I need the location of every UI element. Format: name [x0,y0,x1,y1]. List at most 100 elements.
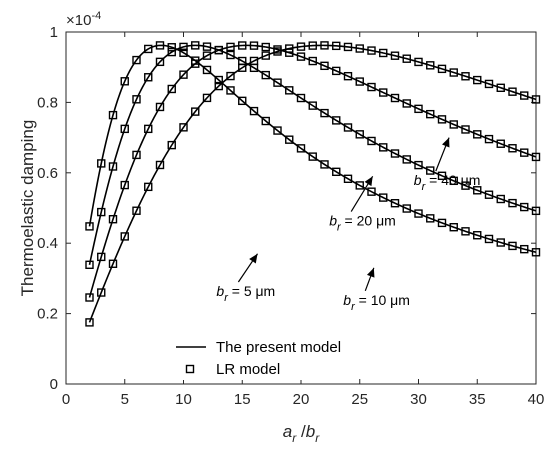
lr-marker-0 [473,231,482,240]
lr-marker-0 [214,75,223,85]
lr-marker-3 [320,41,329,50]
lr-marker-1 [367,136,376,146]
lr-marker-0 [308,152,317,161]
lr-marker-3 [167,140,176,150]
lr-marker-3 [355,44,364,53]
y-axis-label: Thermoelastic damping [18,120,37,297]
lr-marker-3 [214,81,223,91]
lr-marker-2 [484,134,494,144]
axis-ticks: 0 5 10 15 20 25 30 35 40 0 0.2 0.4 0.6 0.8 1 [37,24,544,408]
lr-marker-2 [191,59,200,68]
lr-marker-3 [414,57,423,67]
lr-marker-0 [273,126,282,135]
lr-marker-2 [508,144,517,153]
lr-marker-0 [238,96,247,106]
lr-marker-0 [343,174,353,184]
lr-marker-2 [226,42,235,52]
annotation-arrowhead-2 [364,176,373,187]
lr-marker-3 [273,47,282,56]
y-exponent-label: ×10-4 [66,10,101,29]
lr-marker-0 [496,238,505,247]
lr-marker-0 [155,41,165,50]
lr-marker-1 [191,41,200,50]
lr-marker-3 [484,79,494,89]
lr-marker-2 [473,130,482,139]
lr-marker-1 [261,70,270,80]
lr-marker-3 [332,41,341,51]
lr-marker-1 [120,124,129,134]
x-tick-label: 10 [175,391,192,408]
lr-marker-2 [320,61,329,71]
lr-marker-1 [414,160,423,170]
lr-marker-1 [426,166,435,175]
lr-marker-2 [414,104,423,114]
lr-marker-0 [484,234,494,244]
lr-marker-2 [202,51,212,60]
lr-marker-3 [426,61,435,70]
legend-square-sample [185,364,195,374]
lr-marker-1 [132,95,141,104]
lr-marker-2 [367,82,376,92]
lr-marker-0 [414,209,423,218]
lr-marker-2 [496,139,505,148]
lr-marker-0 [390,199,400,208]
lr-marker-1 [473,186,482,195]
lr-marker-2 [332,66,341,76]
x-tick-label: 5 [121,391,129,408]
lr-marker-2 [343,71,353,81]
x-tick-label: 40 [528,391,545,408]
y-tick-label: 0.2 [37,306,58,323]
lr-marker-3 [120,232,129,241]
lr-marker-1 [461,181,470,190]
lr-marker-3 [367,46,376,55]
lr-marker-0 [449,223,458,232]
lr-marker-0 [226,86,235,95]
lr-marker-3 [132,206,141,215]
lr-marker-3 [531,95,541,104]
x-axis-label: ar /br [283,422,320,445]
y-tick-label: 0.4 [37,235,58,252]
x-tick-label: 20 [293,391,310,408]
lr-marker-0 [531,248,541,257]
lr-marker-1 [144,73,153,82]
legend-label-lr-model: LR model [216,361,280,378]
series-annotation-2: br = 20 μm [329,213,396,234]
lr-marker-2 [461,125,470,134]
lr-marker-3 [496,83,505,93]
lr-marker-0 [426,214,435,223]
lr-marker-3 [379,48,388,58]
lr-marker-2 [132,150,141,160]
lr-marker-3 [155,160,165,170]
lr-marker-3 [308,41,317,50]
lr-marker-3 [343,42,353,52]
lr-marker-3 [202,93,212,103]
lr-marker-1 [355,130,364,139]
lr-marker-0 [261,116,270,126]
lr-marker-0 [508,241,517,251]
x-tick-label: 25 [351,391,368,408]
lr-marker-3 [108,259,118,268]
lr-marker-0 [461,227,470,236]
lr-marker-3 [179,123,188,132]
lr-marker-2 [120,180,129,190]
lr-marker-2 [261,42,270,52]
lr-marker-1 [108,162,118,171]
legend-label-present-model: The present model [216,339,341,356]
lr-marker-3 [285,44,294,53]
lr-marker-2 [179,70,188,79]
lr-marker-3 [461,72,470,81]
legend: The present model LR model [170,332,348,380]
lr-marker-2 [155,102,165,112]
lr-marker-0 [120,77,129,86]
lr-marker-3 [191,107,200,116]
lr-marker-2 [85,293,94,302]
lr-marker-2 [249,41,259,50]
lr-marker-1 [343,123,353,132]
x-tick-label: 35 [469,391,486,408]
lr-marker-0 [97,159,106,168]
lr-marker-2 [437,115,447,124]
lr-marker-3 [402,54,411,63]
lr-marker-0 [379,193,388,202]
plot-area [65,31,537,385]
